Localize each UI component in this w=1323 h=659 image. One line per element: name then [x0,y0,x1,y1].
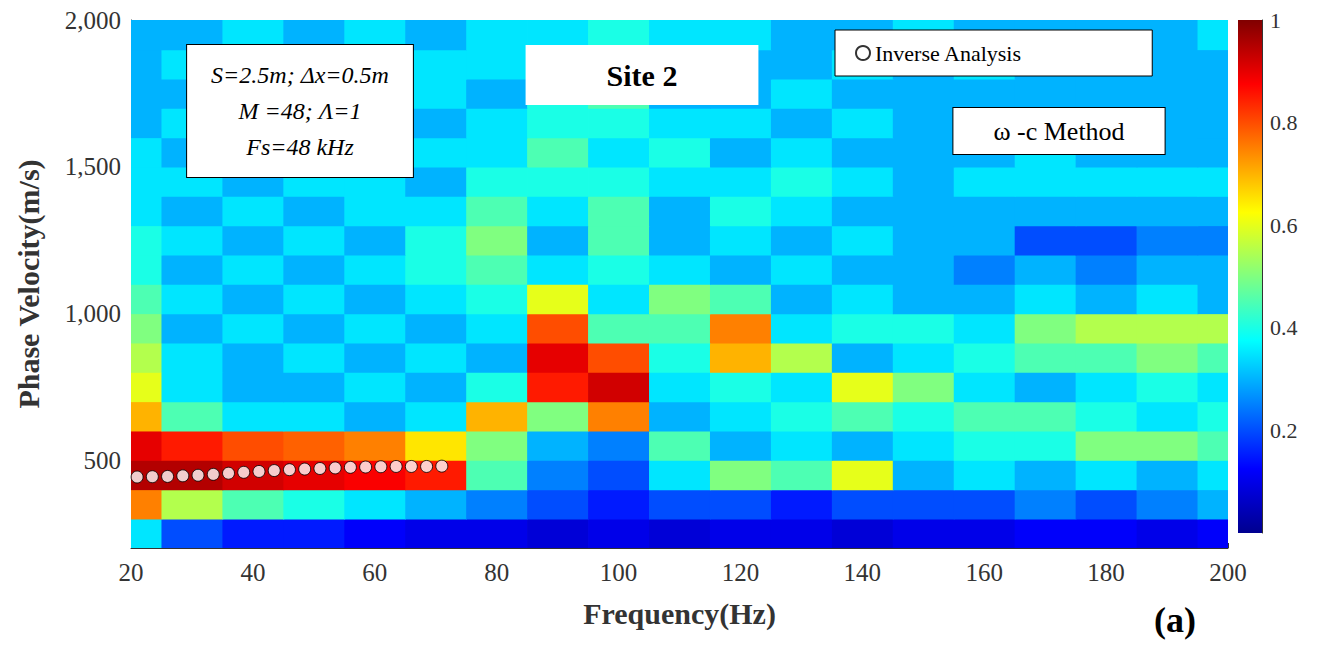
svg-text:40: 40 [240,559,265,586]
svg-text:60: 60 [362,559,387,586]
svg-text:(a): (a) [1154,600,1196,640]
svg-text:0.6: 0.6 [1270,213,1298,238]
svg-text:Fs=48 kHz: Fs=48 kHz [245,134,354,160]
svg-text:1,000: 1,000 [65,300,121,327]
svg-text:0.8: 0.8 [1270,110,1298,135]
svg-text:1: 1 [1270,8,1281,33]
svg-text:120: 120 [722,559,760,586]
svg-text:200: 200 [1209,559,1247,586]
svg-text:2,000: 2,000 [65,7,121,34]
svg-text:500: 500 [84,447,122,474]
svg-text:S=2.5m; Δx=0.5m: S=2.5m; Δx=0.5m [211,62,389,88]
svg-text:Site 2: Site 2 [607,59,678,92]
svg-text:0.2: 0.2 [1270,418,1298,443]
svg-text:ω -c Method: ω -c Method [993,117,1124,146]
svg-text:180: 180 [1087,559,1125,586]
svg-text:Frequency(Hz): Frequency(Hz) [583,597,776,631]
svg-text:100: 100 [600,559,638,586]
svg-text:140: 140 [844,559,882,586]
svg-text:Phase Velocity(m/s): Phase Velocity(m/s) [12,159,46,408]
svg-text:20: 20 [119,559,144,586]
svg-text:Inverse Analysis: Inverse Analysis [875,41,1021,66]
svg-text:0.4: 0.4 [1270,315,1298,340]
svg-text:M =48; Λ=1: M =48; Λ=1 [238,98,362,124]
svg-text:160: 160 [965,559,1003,586]
svg-text:80: 80 [484,559,509,586]
svg-text:1,500: 1,500 [65,153,121,180]
